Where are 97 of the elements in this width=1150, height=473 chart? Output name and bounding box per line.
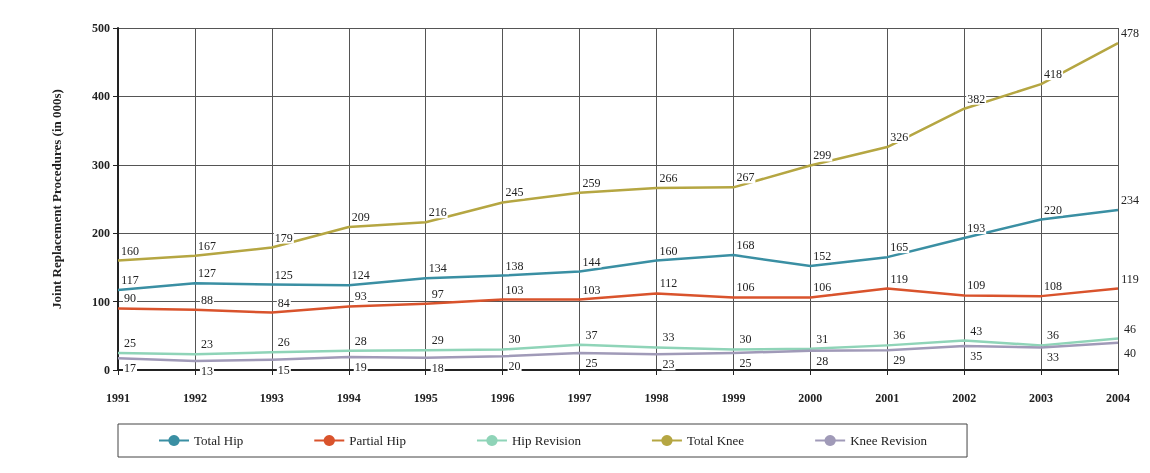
data-label: 37 xyxy=(585,327,598,342)
data-label: 112 xyxy=(659,276,678,291)
legend-label: Total Knee xyxy=(686,433,745,448)
data-label: 23 xyxy=(200,337,213,352)
data-label: 28 xyxy=(816,353,829,368)
x-tick-label: 2000 xyxy=(798,391,823,405)
data-label: 109 xyxy=(967,278,986,293)
legend-label: Knee Revision xyxy=(850,433,928,448)
data-label: 103 xyxy=(582,282,601,297)
data-label: 138 xyxy=(505,258,524,273)
data-label: 160 xyxy=(121,243,139,258)
data-label: 326 xyxy=(890,130,909,145)
data-label: 29 xyxy=(431,333,444,348)
x-tick-label: 2004 xyxy=(1106,391,1130,405)
data-label: 29 xyxy=(893,353,906,368)
data-label: 119 xyxy=(1121,271,1139,286)
data-label: 25 xyxy=(739,355,752,370)
data-label: 46 xyxy=(1124,321,1136,336)
data-label: 33 xyxy=(662,330,675,345)
data-label: 478 xyxy=(1121,26,1139,41)
data-label: 125 xyxy=(274,267,293,282)
x-tick-label: 1991 xyxy=(106,391,130,405)
x-tick-label: 1993 xyxy=(259,391,284,405)
x-tick-label: 2003 xyxy=(1029,391,1054,405)
data-label: 117 xyxy=(121,272,139,287)
data-label: 165 xyxy=(890,240,909,255)
data-label: 31 xyxy=(816,331,829,346)
data-label: 160 xyxy=(659,243,678,258)
data-label: 209 xyxy=(351,210,370,225)
data-label: 13 xyxy=(200,364,213,379)
legend-label: Hip Revision xyxy=(511,433,582,448)
x-tick-label: 1998 xyxy=(644,391,669,405)
y-axis-title: Joint Replacement Procedures (in 000s) xyxy=(49,89,64,309)
data-label: 19 xyxy=(354,360,367,374)
data-label: 88 xyxy=(200,292,213,307)
data-label: 93 xyxy=(354,289,367,304)
data-label: 97 xyxy=(431,286,444,301)
data-label: 119 xyxy=(890,271,909,286)
data-label: 168 xyxy=(736,238,755,253)
data-label: 18 xyxy=(431,360,444,375)
data-label: 134 xyxy=(428,261,447,276)
data-label: 234 xyxy=(1121,192,1139,207)
data-label: 106 xyxy=(813,280,832,295)
data-label: 124 xyxy=(351,268,370,283)
x-tick-label: 1995 xyxy=(413,391,438,405)
data-label: 299 xyxy=(813,148,832,163)
data-label: 382 xyxy=(967,91,986,106)
data-label: 25 xyxy=(124,335,136,350)
data-label: 84 xyxy=(277,295,290,310)
y-tick-label: 400 xyxy=(92,89,110,104)
data-label: 23 xyxy=(662,357,675,372)
data-label: 36 xyxy=(1047,328,1060,343)
data-label: 30 xyxy=(508,332,521,347)
legend-label: Total Hip xyxy=(194,433,244,448)
data-label: 106 xyxy=(736,280,755,295)
data-label: 216 xyxy=(428,205,447,220)
data-label: 43 xyxy=(970,323,983,338)
data-label: 28 xyxy=(354,333,367,348)
x-tick-label: 1994 xyxy=(336,391,361,405)
y-tick-label: 200 xyxy=(92,226,110,241)
x-tick-label: 1996 xyxy=(490,391,515,405)
data-label: 127 xyxy=(197,266,216,281)
line-series xyxy=(116,208,1120,292)
data-label: 15 xyxy=(277,362,290,377)
data-label: 33 xyxy=(1047,350,1060,365)
data-label: 30 xyxy=(739,332,752,347)
x-tick-label: 2002 xyxy=(952,391,977,405)
data-label: 17 xyxy=(124,361,136,376)
x-tick-label: 1997 xyxy=(567,391,592,405)
data-label: 266 xyxy=(659,171,678,186)
data-label: 152 xyxy=(813,249,832,264)
legend-label: Partial Hip xyxy=(349,433,406,448)
data-label: 259 xyxy=(582,175,601,190)
data-label: 26 xyxy=(277,335,290,350)
data-label: 193 xyxy=(967,220,986,235)
data-label: 103 xyxy=(505,282,524,297)
x-tick-label: 2001 xyxy=(875,391,900,405)
data-label: 267 xyxy=(736,170,755,185)
data-label: 36 xyxy=(893,328,906,343)
data-label: 108 xyxy=(1044,279,1063,294)
y-tick-label: 500 xyxy=(92,21,110,35)
x-tick-label: 1992 xyxy=(182,391,207,405)
y-tick-label: 300 xyxy=(92,157,110,172)
data-label: 35 xyxy=(970,349,983,364)
data-label: 220 xyxy=(1044,202,1063,217)
y-tick-label: 0 xyxy=(104,363,110,377)
data-label: 179 xyxy=(274,230,293,245)
data-label: 144 xyxy=(582,254,601,269)
data-label: 90 xyxy=(124,291,136,306)
y-tick-label: 100 xyxy=(92,294,110,309)
data-label: 40 xyxy=(1124,345,1136,360)
data-label: 167 xyxy=(197,238,216,253)
data-label: 20 xyxy=(508,359,521,374)
x-tick-label: 1999 xyxy=(721,391,746,405)
data-label: 25 xyxy=(585,355,598,370)
data-label: 418 xyxy=(1044,67,1063,82)
data-label: 245 xyxy=(505,185,524,200)
